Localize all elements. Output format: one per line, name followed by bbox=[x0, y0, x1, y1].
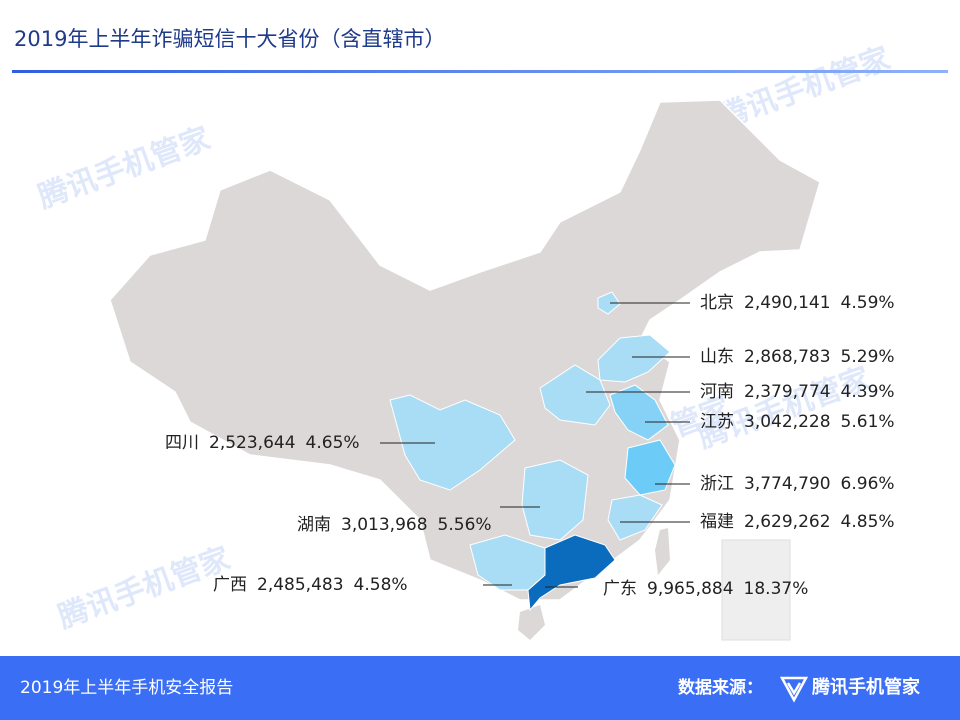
province-name: 浙江 bbox=[700, 474, 734, 494]
percentage-label: 4.58% bbox=[354, 575, 408, 595]
province bbox=[539, 364, 611, 426]
province-name: 山东 bbox=[700, 347, 734, 367]
percentage-label: 4.65% bbox=[306, 433, 360, 453]
value-label: 2,485,483 bbox=[257, 575, 344, 595]
percentage-label: 4.59% bbox=[841, 293, 895, 313]
province bbox=[597, 334, 671, 383]
province-name: 广东 bbox=[603, 579, 637, 599]
province bbox=[521, 459, 589, 541]
province-name: 广西 bbox=[213, 575, 247, 595]
chart-title: 2019年上半年诈骗短信十大省份（含直辖市） bbox=[14, 27, 445, 51]
taiwan bbox=[655, 528, 670, 575]
value-label: 3,042,228 bbox=[744, 412, 831, 432]
province-name: 河南 bbox=[700, 382, 734, 402]
percentage-label: 4.39% bbox=[841, 382, 895, 402]
value-label: 9,965,884 bbox=[647, 579, 734, 599]
value-label: 2,868,783 bbox=[744, 347, 831, 367]
title-underline bbox=[12, 70, 948, 73]
footer-source: 腾讯手机管家 bbox=[812, 676, 921, 698]
percentage-label: 5.29% bbox=[841, 347, 895, 367]
province bbox=[597, 291, 621, 315]
percentage-label: 6.96% bbox=[841, 474, 895, 494]
value-label: 2,629,262 bbox=[744, 512, 831, 532]
value-label: 3,013,968 bbox=[341, 515, 428, 535]
footer-source-label: 数据来源： bbox=[678, 677, 763, 698]
value-label: 2,379,774 bbox=[744, 382, 831, 402]
province bbox=[389, 394, 516, 491]
value-label: 2,490,141 bbox=[744, 293, 831, 313]
value-label: 2,523,644 bbox=[209, 433, 296, 453]
hainan bbox=[518, 605, 545, 640]
province-name: 北京 bbox=[700, 293, 734, 313]
regions bbox=[389, 291, 676, 612]
percentage-label: 4.85% bbox=[841, 512, 895, 532]
province-name: 湖南 bbox=[297, 515, 331, 535]
value-label: 3,774,790 bbox=[744, 474, 831, 494]
province bbox=[469, 534, 546, 591]
percentage-label: 18.37% bbox=[744, 579, 809, 599]
footer-report: 2019年上半年手机安全报告 bbox=[20, 678, 233, 698]
province-name: 四川 bbox=[165, 433, 199, 453]
province bbox=[624, 439, 676, 496]
province-name: 江苏 bbox=[700, 412, 734, 432]
south-sea-inset bbox=[721, 539, 791, 641]
logo-icon bbox=[779, 676, 809, 703]
province bbox=[609, 384, 669, 441]
labels: 北京 2,490,141 4.59% 山东 2,868,783 5.29% 河南 2,379,… bbox=[165, 293, 895, 599]
province bbox=[607, 494, 663, 541]
percentage-label: 5.61% bbox=[841, 412, 895, 432]
percentage-label: 5.56% bbox=[438, 515, 492, 535]
province-name: 福建 bbox=[700, 512, 734, 532]
